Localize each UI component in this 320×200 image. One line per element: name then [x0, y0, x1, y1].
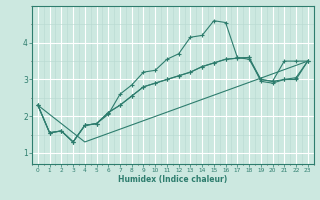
- X-axis label: Humidex (Indice chaleur): Humidex (Indice chaleur): [118, 175, 228, 184]
